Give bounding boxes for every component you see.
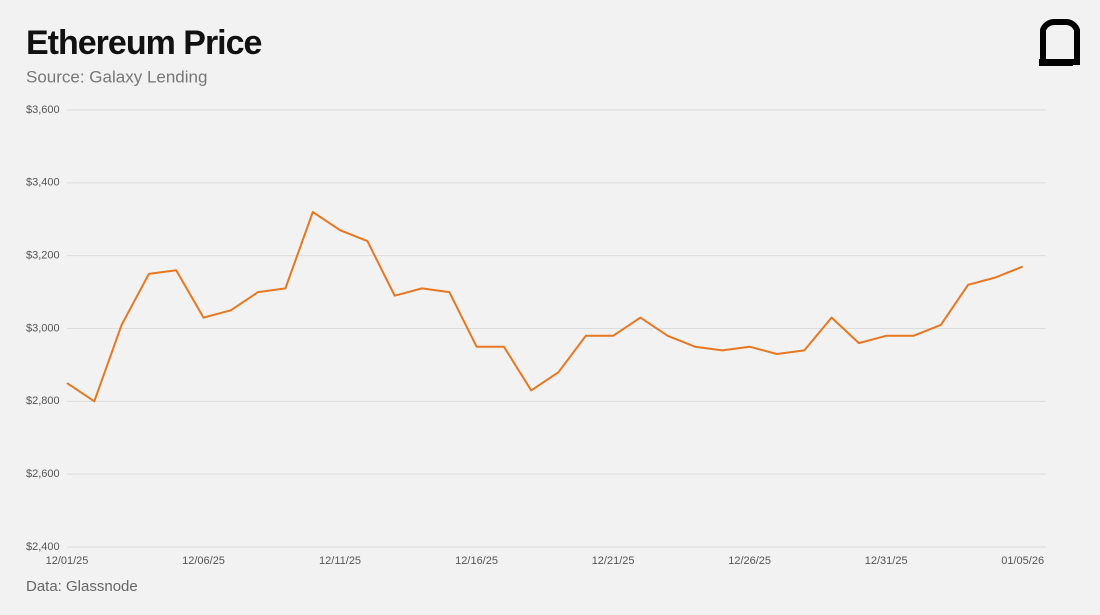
x-tick-label: 12/31/25 — [865, 555, 908, 567]
y-tick-label: $3,600 — [26, 104, 60, 116]
logo — [1039, 19, 1080, 66]
x-tick-label: 12/01/25 — [46, 555, 89, 567]
y-tick-label: $2,800 — [26, 395, 60, 407]
y-tick-label: $3,000 — [26, 322, 60, 334]
y-tick-label: $3,400 — [26, 177, 60, 189]
chart-subtitle: Source: Galaxy Lending — [26, 67, 207, 86]
x-tick-label: 12/06/25 — [182, 555, 225, 567]
chart-title: Ethereum Price — [26, 24, 262, 62]
x-tick-label: 12/26/25 — [728, 555, 771, 567]
price-line — [66, 211, 1024, 403]
x-tick-label: 12/21/25 — [592, 555, 635, 567]
x-tick-label: 12/16/25 — [455, 555, 498, 567]
x-tick-label: 01/05/26 — [1001, 555, 1044, 567]
y-tick-label: $2,600 — [26, 468, 60, 480]
y-tick-label: $3,200 — [26, 250, 60, 262]
y-tick-label: $2,400 — [26, 541, 60, 553]
source-note: Data: Glassnode — [26, 578, 138, 595]
x-tick-label: 12/11/25 — [319, 555, 361, 567]
